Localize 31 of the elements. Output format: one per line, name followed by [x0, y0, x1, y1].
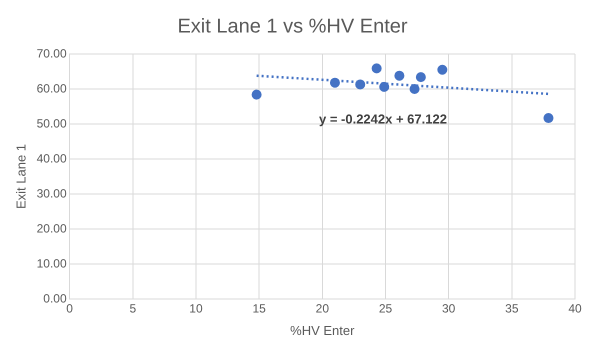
x-tick-label: 0: [66, 302, 74, 316]
y-tick-label: 10.00: [36, 256, 67, 270]
point: [394, 70, 404, 81]
x-tick-label: 20: [316, 302, 330, 316]
y-tick-label: 30.00: [36, 186, 67, 200]
x-tick-label: 15: [252, 302, 266, 316]
y-tick-label: 60.00: [36, 81, 67, 96]
point: [410, 84, 420, 94]
point: [437, 64, 448, 75]
x-tick-label: 10: [189, 302, 203, 316]
x-tick-label: 40: [568, 302, 582, 316]
x-tick-label: 25: [378, 302, 392, 316]
point: [355, 79, 366, 90]
y-axis-title: Exit Lane 1: [13, 144, 28, 210]
point: [416, 72, 426, 82]
x-tick-label: 35: [505, 302, 519, 316]
x-tick-label: 30: [442, 302, 456, 316]
point: [543, 113, 554, 124]
y-tick-label: 40.00: [36, 151, 67, 166]
point: [379, 82, 390, 92]
y-tick-label: 20.00: [36, 221, 67, 236]
y-tick-label: 0.00: [43, 291, 67, 306]
y-tick-label: 50.00: [36, 116, 67, 130]
x-tick-label: 5: [129, 302, 136, 316]
point: [252, 90, 262, 100]
annotation: y = -0.2242x + 67.122: [318, 112, 447, 127]
point: [330, 78, 340, 88]
point: [372, 63, 382, 74]
chart-title: Exit Lane 1 vs %HV Enter: [177, 16, 408, 38]
y-tick-label: 70.00: [36, 46, 67, 60]
x-axis-title: %HV Enter: [290, 322, 356, 338]
